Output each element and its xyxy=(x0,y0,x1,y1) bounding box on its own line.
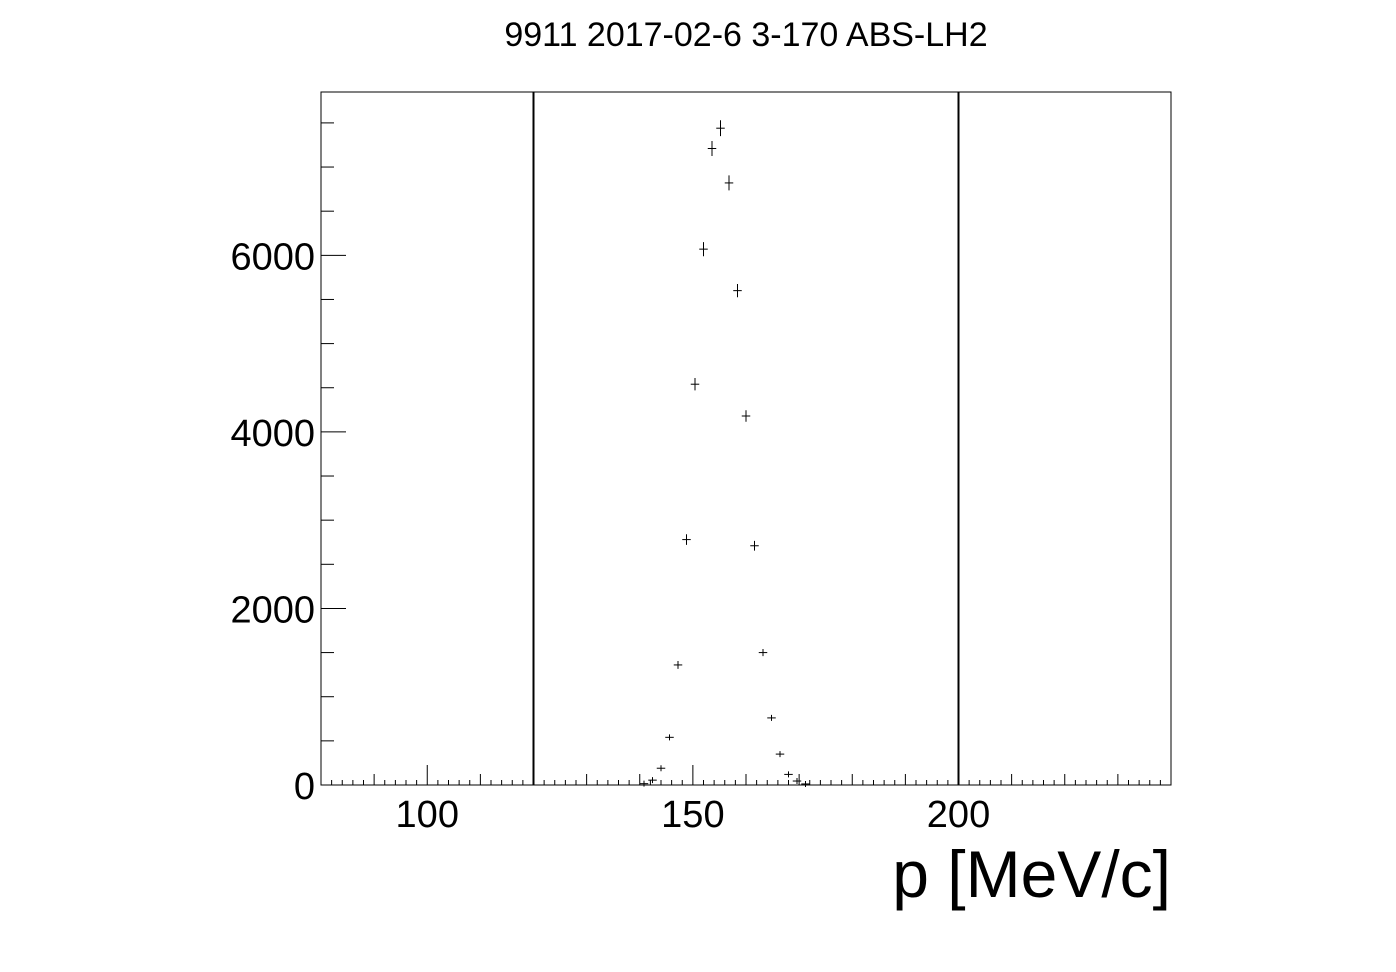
data-point xyxy=(750,540,759,551)
y-tick-label: 4000 xyxy=(230,413,315,455)
data-point xyxy=(639,780,649,787)
data-points xyxy=(639,120,810,787)
data-point xyxy=(656,765,666,772)
x-axis-label: p [MeV/c] xyxy=(892,837,1171,911)
data-point xyxy=(758,649,768,657)
data-point xyxy=(682,534,691,545)
data-point xyxy=(648,777,657,784)
cut-lines xyxy=(532,92,960,785)
data-point xyxy=(801,780,810,787)
data-point xyxy=(665,734,674,741)
data-point xyxy=(767,714,776,721)
data-point xyxy=(707,140,717,157)
y-tick-label: 0 xyxy=(294,766,315,808)
data-point xyxy=(775,751,785,758)
x-tick-label: 150 xyxy=(661,794,724,836)
data-point xyxy=(724,175,734,191)
x-axis-ticks: 100 150 200 xyxy=(320,765,1172,836)
data-point xyxy=(792,778,802,785)
data-point xyxy=(733,284,742,298)
data-point xyxy=(673,660,683,669)
x-tick-label: 200 xyxy=(927,794,990,836)
x-tick-label: 100 xyxy=(396,794,459,836)
data-point xyxy=(784,771,793,778)
y-axis-ticks: 0 2000 4000 6000 xyxy=(230,122,346,808)
y-tick-label: 2000 xyxy=(230,589,315,631)
data-point xyxy=(699,242,708,257)
plot-frame xyxy=(320,91,1172,786)
data-point xyxy=(741,410,751,422)
y-tick-label: 6000 xyxy=(230,236,315,278)
chart-title: 9911 2017-02-6 3-170 ABS-LH2 xyxy=(504,16,987,54)
data-point xyxy=(690,378,700,391)
data-point xyxy=(716,120,725,137)
